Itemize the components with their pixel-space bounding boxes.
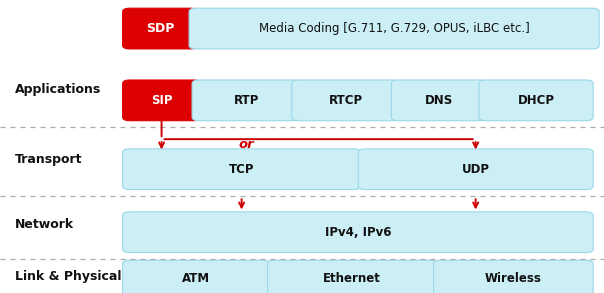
Text: UDP: UDP (461, 163, 490, 176)
Text: Ethernet: Ethernet (323, 272, 381, 285)
FancyBboxPatch shape (292, 80, 400, 121)
Text: RTP: RTP (233, 94, 259, 107)
FancyBboxPatch shape (434, 260, 593, 293)
FancyBboxPatch shape (123, 212, 593, 253)
Text: Network: Network (15, 218, 74, 231)
Text: Transport: Transport (15, 153, 83, 166)
Text: Applications: Applications (15, 83, 101, 96)
FancyBboxPatch shape (268, 260, 436, 293)
Text: DNS: DNS (425, 94, 454, 107)
Text: SIP: SIP (151, 94, 172, 107)
Text: RTCP: RTCP (329, 94, 363, 107)
FancyBboxPatch shape (189, 8, 599, 49)
Text: Wireless: Wireless (485, 272, 542, 285)
Text: Media Coding [G.711, G.729, OPUS, iLBC etc.]: Media Coding [G.711, G.729, OPUS, iLBC e… (259, 22, 530, 35)
FancyBboxPatch shape (479, 80, 593, 121)
Text: IPv4, IPv6: IPv4, IPv6 (324, 226, 391, 239)
Text: SDP: SDP (146, 22, 174, 35)
Text: DHCP: DHCP (518, 94, 554, 107)
FancyBboxPatch shape (391, 80, 487, 121)
FancyBboxPatch shape (123, 8, 198, 49)
Text: Link & Physical: Link & Physical (15, 270, 121, 283)
FancyBboxPatch shape (123, 80, 201, 121)
FancyBboxPatch shape (123, 260, 270, 293)
FancyBboxPatch shape (358, 149, 593, 190)
Text: TCP: TCP (229, 163, 254, 176)
FancyBboxPatch shape (123, 149, 361, 190)
Text: ATM: ATM (182, 272, 210, 285)
FancyBboxPatch shape (192, 80, 300, 121)
Text: or: or (239, 138, 254, 151)
